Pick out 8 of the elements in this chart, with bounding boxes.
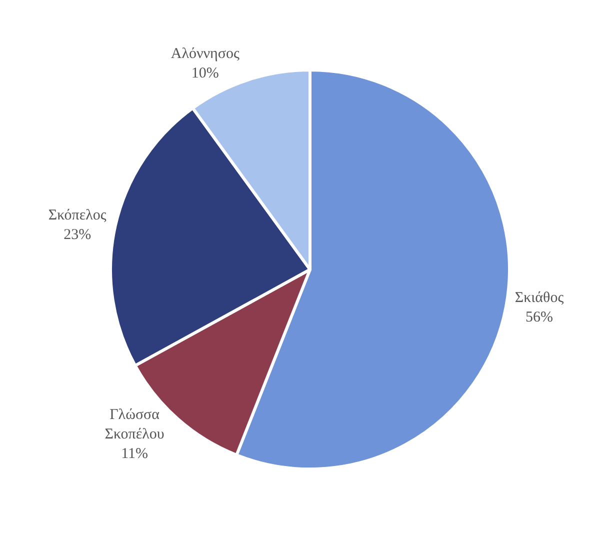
slice-label: Αλόννησος	[170, 46, 240, 62]
slice-label: Γλώσσα Σκοπέλου	[104, 407, 164, 443]
data-label: 23%	[64, 226, 92, 243]
data-label: 10%	[191, 65, 219, 82]
data-label: 11%	[121, 446, 148, 462]
slice-label: Σκιάθος	[514, 290, 564, 306]
slice-label: Σκόπελος	[48, 207, 106, 224]
data-label: 56%	[526, 309, 553, 326]
